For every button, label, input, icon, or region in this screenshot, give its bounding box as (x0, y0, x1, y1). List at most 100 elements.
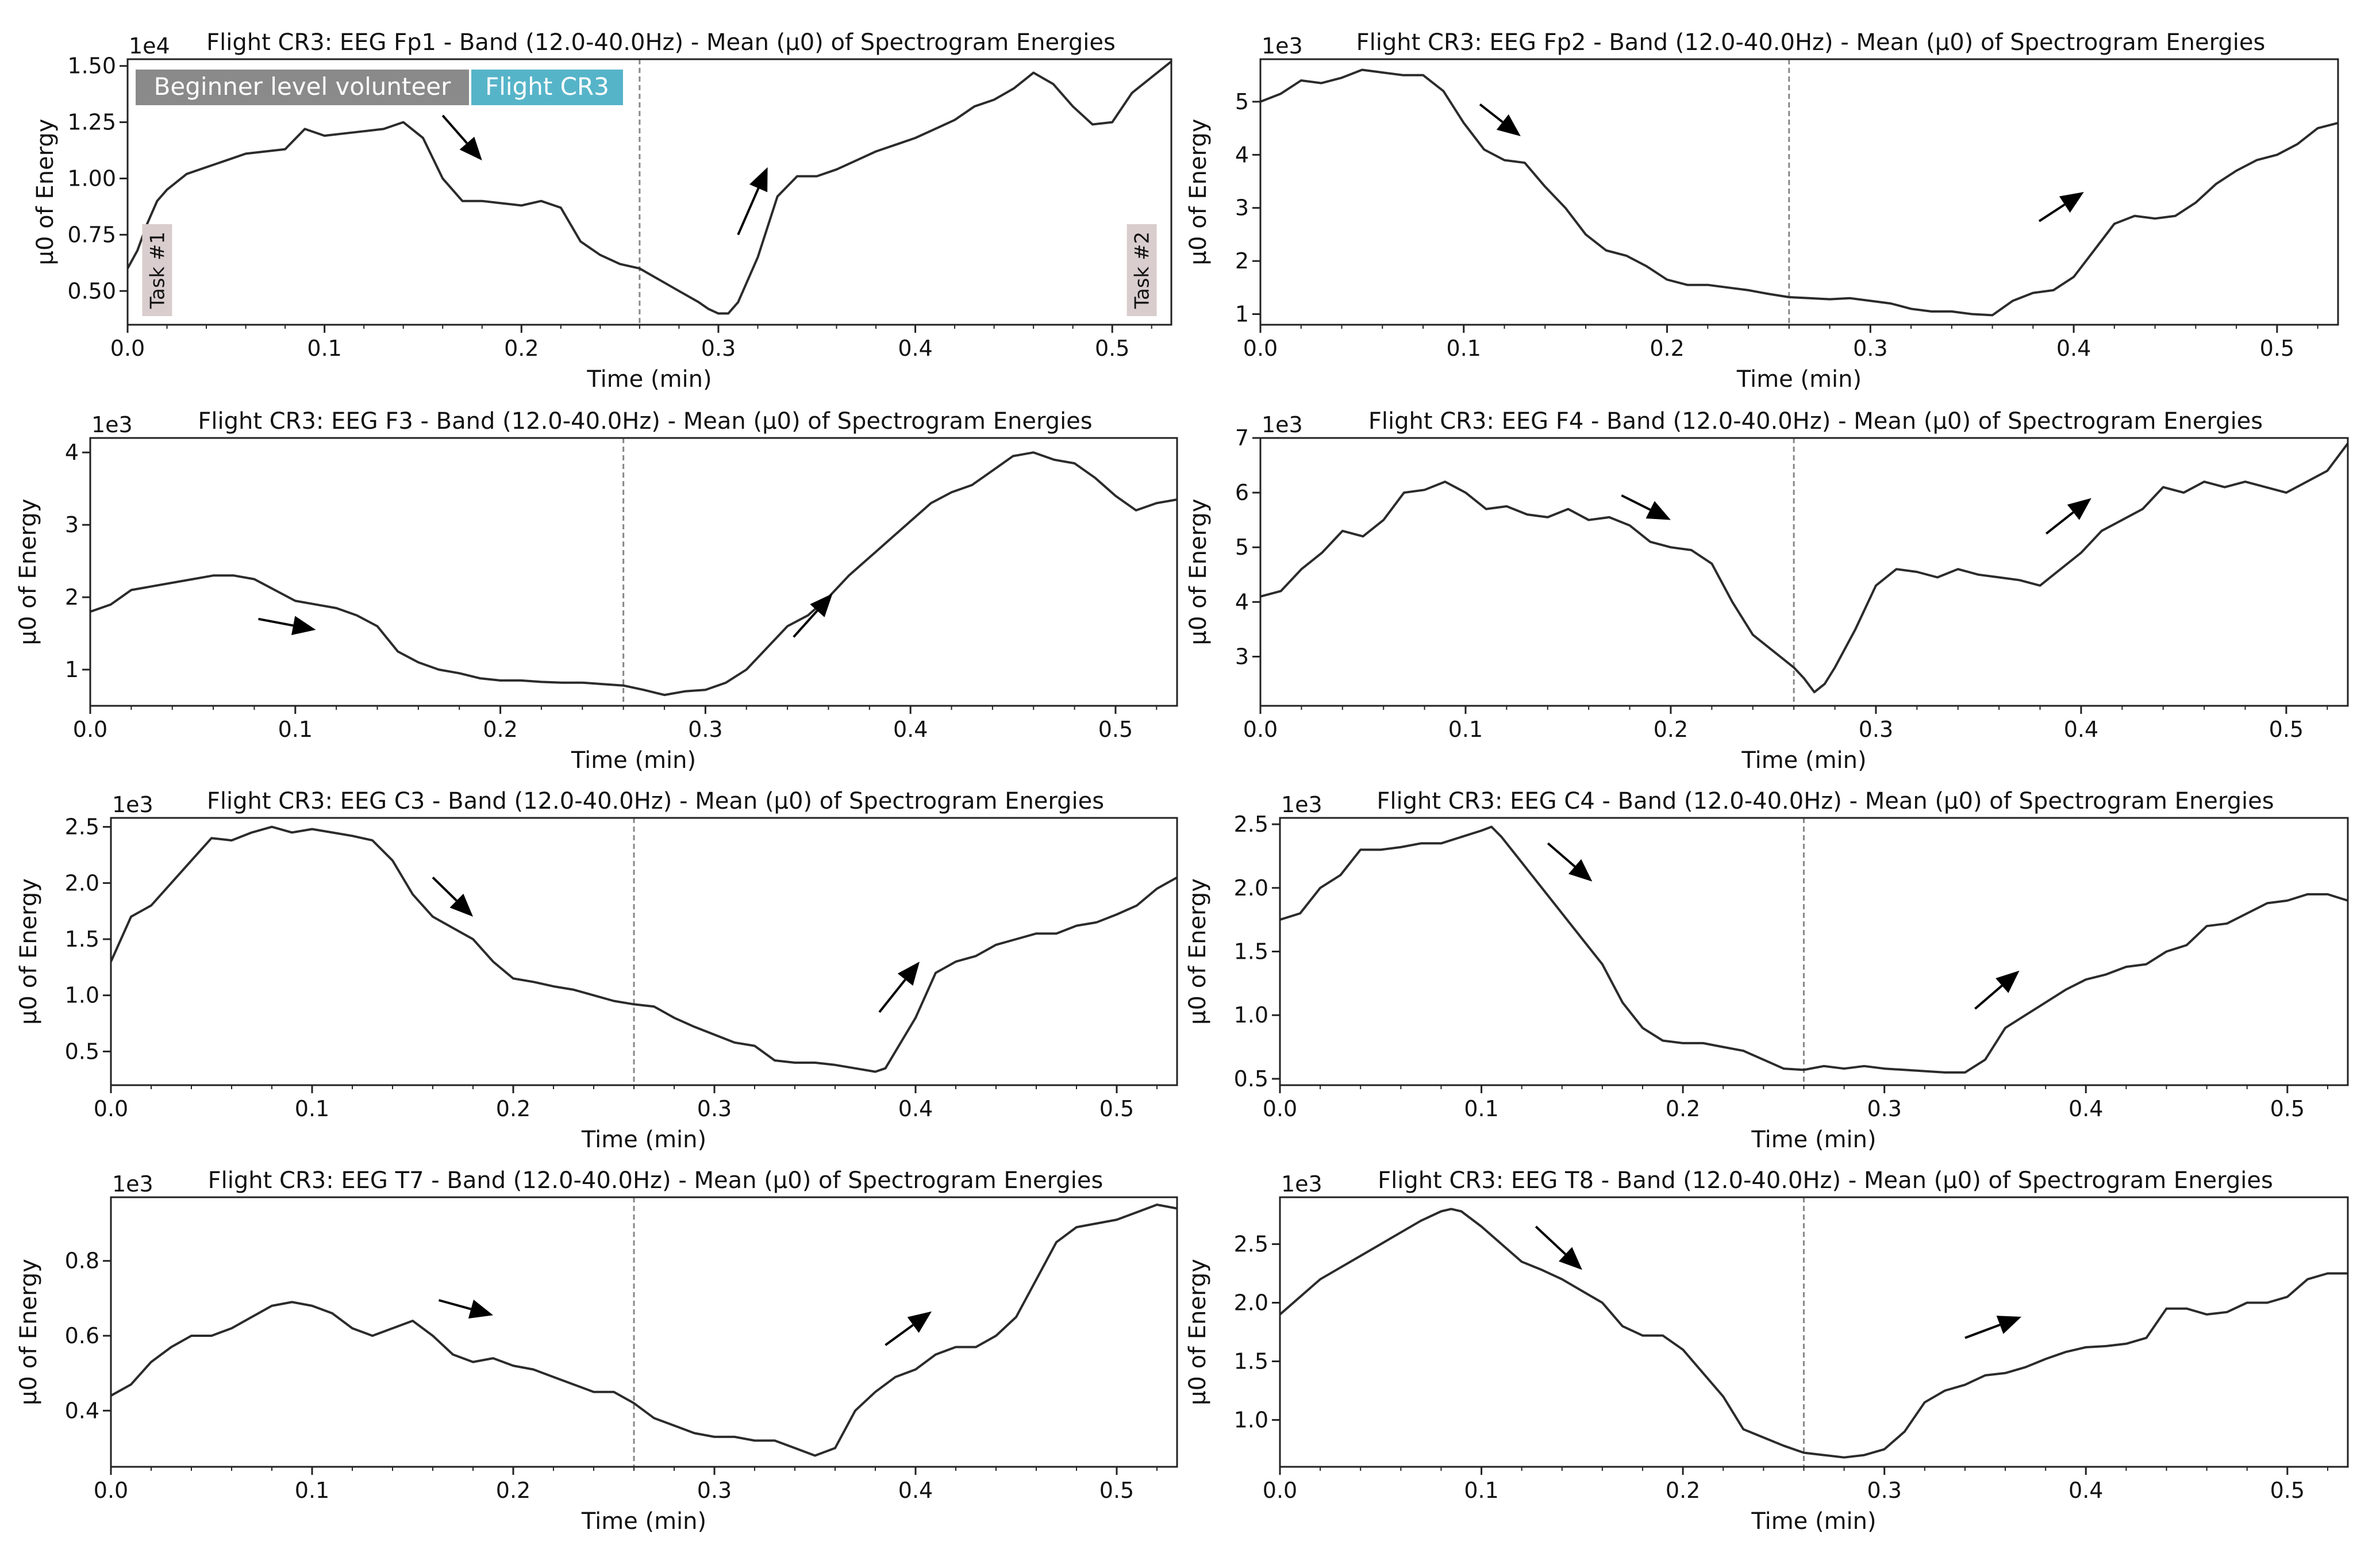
y-tick-label: 1.5 (1234, 939, 1268, 964)
x-tick-label: 0.1 (295, 1478, 329, 1503)
x-tick-label: 0.2 (496, 1478, 530, 1503)
x-tick-label: 0.3 (688, 717, 722, 742)
x-tick-label: 0.5 (1099, 1478, 1134, 1503)
chart-panel-3: Flight CR3: EEG F3 - Band (12.0-40.0Hz) … (15, 408, 1178, 774)
x-axis-label: Time (min) (581, 1127, 706, 1153)
x-tick-label: 0.1 (307, 336, 341, 361)
chart-panel-7: Flight CR3: EEG T7 - Band (12.0-40.0Hz) … (16, 1167, 1178, 1535)
y-tick-label: 3 (1235, 644, 1249, 669)
trend-arrow-2 (1974, 970, 2020, 1010)
x-axis-label: Time (min) (1751, 1127, 1876, 1153)
x-tick-label: 0.4 (2056, 336, 2091, 361)
chart-title: Flight CR3: EEG F4 - Band (12.0-40.0Hz) … (1368, 408, 2263, 435)
legend-label: Beginner level volunteer (154, 72, 452, 101)
y-tick-label: 4 (65, 440, 79, 465)
chart-title: Flight CR3: EEG C4 - Band (12.0-40.0Hz) … (1377, 788, 2274, 814)
series-line (1280, 825, 2348, 1074)
series-line (1260, 68, 2338, 317)
trend-arrow-1 (1547, 842, 1593, 882)
x-axis-label: Time (min) (1741, 747, 1866, 774)
svg-text:Task #1: Task #1 (146, 232, 169, 309)
y-axis-label: μ0 of Energy (16, 1259, 42, 1405)
legend-entry-1: Beginner level volunteer (136, 70, 469, 105)
series-line (1280, 1208, 2348, 1459)
y-tick-label: 3 (1235, 195, 1249, 221)
legend-entry-2: Flight CR3 (471, 70, 623, 105)
y-tick-label: 1.0 (1234, 1407, 1268, 1432)
x-tick-label: 0.2 (504, 336, 539, 361)
task-label-1: Task #1 (142, 224, 172, 316)
y-tick-label: 2.5 (1234, 1232, 1268, 1257)
series-line (128, 60, 1171, 315)
chart-panel-2: Flight CR3: EEG Fp2 - Band (12.0-40.0Hz)… (1185, 29, 2339, 393)
trend-arrow-1 (1479, 103, 1521, 136)
y-tick-label: 7 (1235, 425, 1249, 451)
y-axis-label: μ0 of Energy (1185, 878, 1211, 1025)
trend-arrow-1 (258, 616, 316, 636)
chart-title: Flight CR3: EEG F3 - Band (12.0-40.0Hz) … (198, 408, 1092, 435)
x-tick-label: 0.0 (73, 717, 107, 742)
x-tick-label: 0.3 (1867, 1096, 1901, 1121)
x-tick-label: 0.2 (1650, 336, 1684, 361)
y-tick-label: 0.8 (65, 1248, 99, 1274)
trend-arrow-1 (1621, 494, 1671, 520)
trend-arrow-1 (1535, 1225, 1582, 1270)
x-axis-label: Time (min) (581, 1508, 706, 1535)
y-tick-label: 0.5 (65, 1039, 99, 1064)
x-tick-label: 0.3 (697, 1478, 732, 1503)
y-tick-label: 4 (1235, 589, 1249, 614)
x-tick-label: 0.2 (1654, 717, 1688, 742)
y-tick-label: 2 (65, 585, 79, 610)
y-tick-label: 0.50 (67, 278, 116, 303)
x-tick-label: 0.3 (1853, 336, 1887, 361)
y-axis-label: μ0 of Energy (1185, 1259, 1211, 1405)
x-tick-label: 0.5 (2270, 1478, 2305, 1503)
y-tick-label: 1.5 (65, 927, 99, 952)
x-tick-label: 0.3 (1867, 1478, 1901, 1503)
axes-frame (89, 437, 1178, 707)
chart-panel-4: Flight CR3: EEG F4 - Band (12.0-40.0Hz) … (1185, 408, 2349, 774)
x-tick-label: 0.4 (898, 336, 932, 361)
x-tick-label: 0.5 (2270, 1096, 2305, 1121)
axes-frame (110, 817, 1178, 1086)
axes-frame (110, 1196, 1178, 1468)
x-tick-label: 0.1 (1447, 336, 1481, 361)
y-exponent-label: 1e3 (91, 412, 133, 437)
x-tick-label: 0.4 (2064, 717, 2098, 742)
y-exponent-label: 1e4 (129, 33, 170, 59)
x-axis-label: Time (min) (1736, 366, 1862, 393)
y-tick-label: 1.0 (1234, 1002, 1268, 1028)
series-line (1260, 443, 2348, 694)
y-tick-label: 1 (1235, 302, 1249, 327)
x-tick-label: 0.0 (1243, 336, 1278, 361)
series-line (90, 451, 1177, 697)
x-tick-label: 0.5 (2260, 336, 2294, 361)
chart-title: Flight CR3: EEG T7 - Band (12.0-40.0Hz) … (208, 1167, 1104, 1194)
chart-panel-5: Flight CR3: EEG C3 - Band (12.0-40.0Hz) … (16, 788, 1178, 1153)
x-tick-label: 0.1 (1464, 1096, 1498, 1121)
x-axis-label: Time (min) (1751, 1508, 1876, 1535)
x-tick-label: 0.0 (94, 1096, 128, 1121)
trend-arrow-2 (885, 1311, 932, 1346)
y-tick-label: 2.0 (65, 870, 99, 895)
x-tick-label: 0.0 (1243, 717, 1278, 742)
x-tick-label: 0.2 (483, 717, 517, 742)
x-tick-label: 0.1 (1448, 717, 1483, 742)
y-tick-label: 1 (65, 657, 79, 682)
x-tick-label: 0.3 (697, 1096, 732, 1121)
y-tick-label: 0.6 (65, 1323, 99, 1348)
x-tick-label: 0.5 (2269, 717, 2304, 742)
y-exponent-label: 1e3 (1262, 412, 1303, 437)
y-tick-label: 2.5 (65, 814, 99, 840)
y-tick-label: 2.0 (1234, 875, 1268, 901)
axes-frame (1259, 437, 2349, 707)
x-tick-label: 0.4 (898, 1096, 933, 1121)
y-tick-label: 5 (1235, 535, 1249, 560)
x-tick-label: 0.4 (893, 717, 928, 742)
chart-panel-6: Flight CR3: EEG C4 - Band (12.0-40.0Hz) … (1185, 788, 2349, 1153)
x-tick-label: 0.5 (1095, 336, 1129, 361)
trend-arrow-2 (2038, 192, 2084, 222)
y-tick-label: 0.5 (1234, 1066, 1268, 1091)
axes-frame (126, 58, 1172, 326)
